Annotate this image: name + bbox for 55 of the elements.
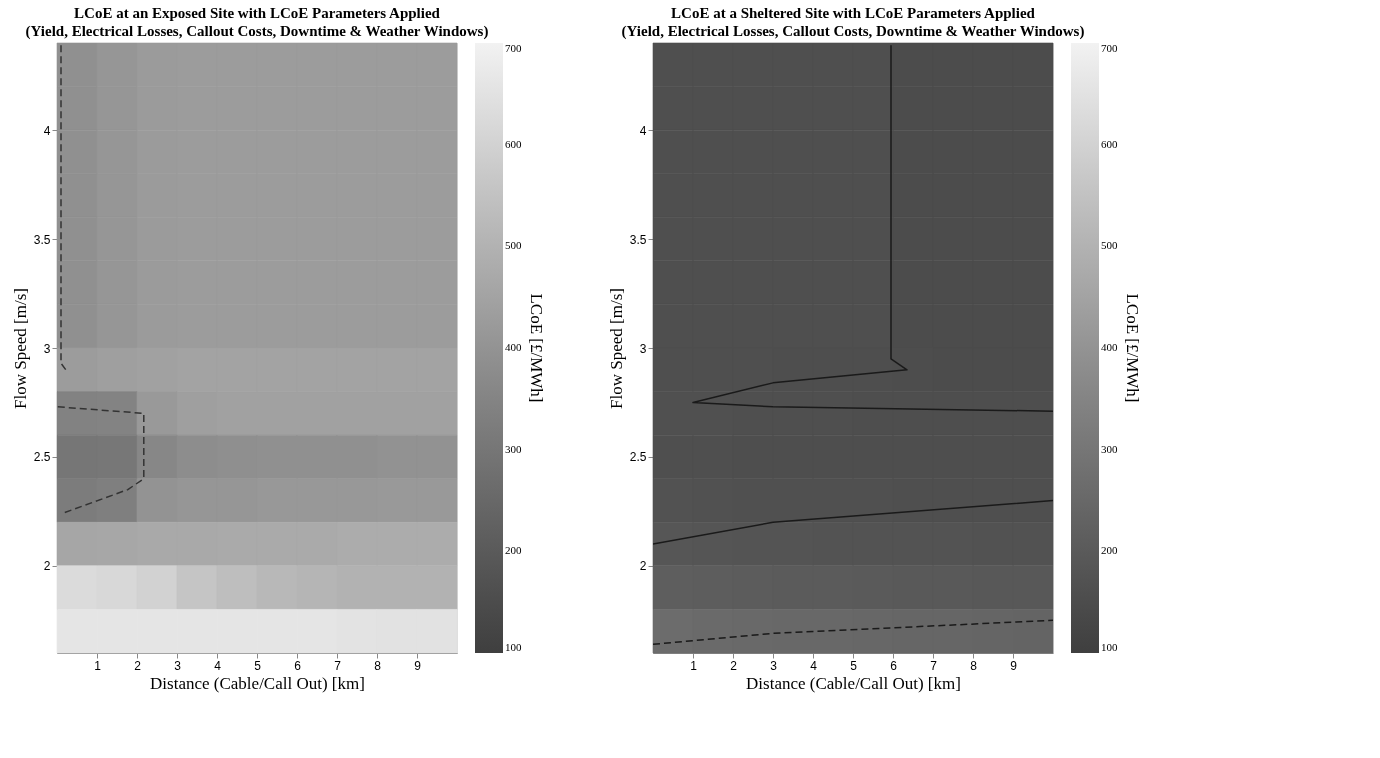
x-tick-label: 2 xyxy=(730,658,738,673)
y-tick-label: 3.5 xyxy=(33,232,51,247)
chart-subtitle: (Yield, Electrical Losses, Callout Costs, Downtime & Weather Windows) xyxy=(621,22,1085,40)
x-tick-label: 7 xyxy=(930,658,938,673)
x-tick-label: 8 xyxy=(970,658,978,673)
y-tick-label: 2.5 xyxy=(629,450,647,465)
color-bar-label: 200 xyxy=(505,544,522,557)
line-series xyxy=(692,44,1053,412)
line-series xyxy=(57,406,145,515)
y-tick-label: 3.5 xyxy=(629,232,647,247)
x-tick-label: 2 xyxy=(134,658,142,673)
x-tick-label: 7 xyxy=(334,658,342,673)
x-tick-label: 9 xyxy=(1010,658,1018,673)
color-bar-label: 300 xyxy=(505,442,522,455)
x-tick-label: 6 xyxy=(890,658,898,673)
chart-title: LCoE at a Sheltered Site with LCoE Parameters Applied xyxy=(671,4,1036,21)
color-bar-label: 200 xyxy=(1101,544,1118,557)
color-bar-title: LCoE [£/MWh] xyxy=(527,293,546,403)
x-tick-label: 1 xyxy=(690,658,698,673)
x-tick-label: 3 xyxy=(174,658,182,673)
y-tick-label: 2 xyxy=(639,559,647,574)
color-bar-label: 100 xyxy=(1101,641,1118,653)
x-tick-label: 3 xyxy=(770,658,778,673)
x-tick-label: 8 xyxy=(374,658,382,673)
color-bar-label: 400 xyxy=(505,341,522,353)
color-bar-label: 500 xyxy=(1101,239,1118,252)
y-tick-label: 4 xyxy=(639,123,647,138)
color-bar-label: 500 xyxy=(505,239,522,252)
color-bar-label: 600 xyxy=(1101,137,1118,150)
y-tick-label: 3 xyxy=(639,341,647,356)
color-bar-label: 700 xyxy=(505,42,522,54)
x-axis-title: Distance (Cable/Call Out) [km] xyxy=(150,673,365,693)
chart-subtitle: (Yield, Electrical Losses, Callout Costs, Downtime & Weather Windows) xyxy=(25,22,489,40)
x-axis-title: Distance (Cable/Call Out) [km] xyxy=(746,673,961,693)
x-tick-label: 5 xyxy=(254,658,262,673)
color-bar-label: 100 xyxy=(505,641,522,653)
color-bar-title: LCoE [£/MWh] xyxy=(1123,293,1142,403)
color-bar-label: 700 xyxy=(1101,42,1118,54)
x-tick-label: 4 xyxy=(810,658,818,673)
color-bar-label: 600 xyxy=(505,137,522,150)
x-tick-label: 1 xyxy=(94,658,102,673)
color-bar-label: 300 xyxy=(1101,442,1118,455)
y-axis-title: Flow Speed [m/s] xyxy=(606,288,626,409)
x-tick-label: 6 xyxy=(294,658,302,673)
y-axis-title: Flow Speed [m/s] xyxy=(10,288,30,409)
x-tick-label: 5 xyxy=(850,658,858,673)
y-tick-label: 3 xyxy=(43,341,51,356)
y-tick-label: 2 xyxy=(43,559,51,574)
line-series xyxy=(60,44,67,373)
chart-title: LCoE at an Exposed Site with LCoE Parameters Applied xyxy=(74,4,441,21)
color-bar-label: 400 xyxy=(1101,341,1118,353)
x-tick-label: 4 xyxy=(214,658,222,673)
x-tick-label: 9 xyxy=(414,658,422,673)
y-tick-label: 2.5 xyxy=(33,450,51,465)
y-tick-label: 4 xyxy=(43,123,51,138)
